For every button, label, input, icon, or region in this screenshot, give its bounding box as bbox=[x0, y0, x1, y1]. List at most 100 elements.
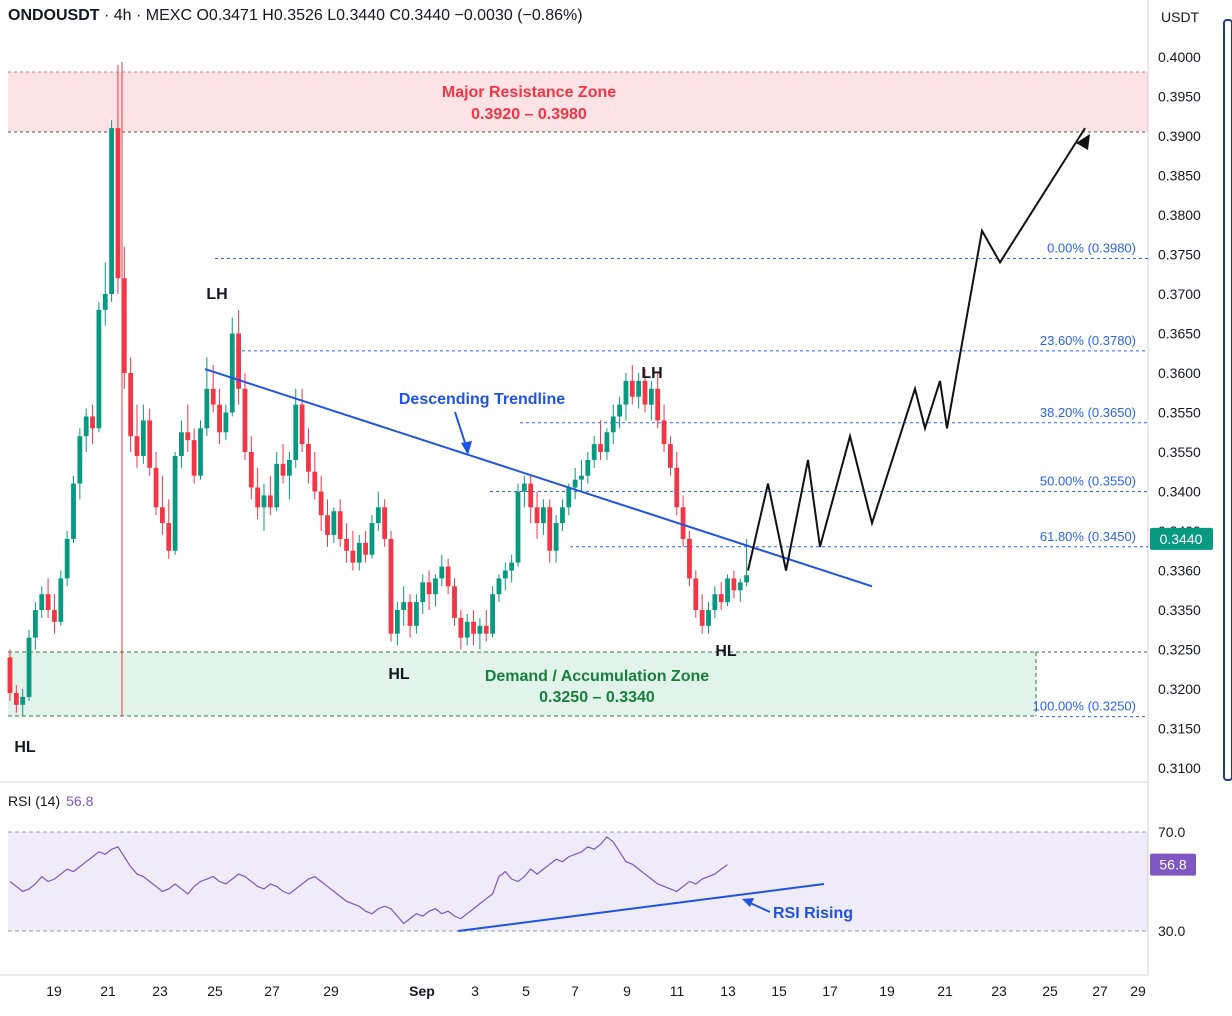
axis-unit[interactable]: USDT bbox=[1161, 9, 1200, 25]
candle-body bbox=[725, 578, 730, 603]
candle-body bbox=[77, 436, 83, 484]
candle-body bbox=[680, 507, 686, 539]
candle-body bbox=[642, 380, 648, 405]
candle-body bbox=[242, 388, 248, 452]
candle-body bbox=[401, 602, 407, 610]
price-tick-8: 0.3600 bbox=[1158, 365, 1201, 381]
chart-header: ONDOUSDT · 4h · MEXC O0.3471 H0.3526 L0.… bbox=[8, 7, 583, 25]
fib-label-1: 23.60% (0.3780) bbox=[1040, 333, 1136, 348]
candle-body bbox=[293, 404, 299, 460]
candle-body bbox=[306, 444, 311, 472]
time-tick-18: 25 bbox=[1042, 983, 1058, 999]
price-tick-11: 0.3400 bbox=[1158, 484, 1201, 500]
candle-body bbox=[718, 594, 724, 603]
candle-body bbox=[109, 128, 114, 294]
last-price-tag bbox=[1150, 527, 1213, 550]
candle-body bbox=[261, 495, 267, 508]
price-tick-16: 0.3200 bbox=[1158, 681, 1201, 697]
rsi-value-tag bbox=[1150, 853, 1196, 876]
candle-body bbox=[420, 582, 426, 603]
time-tick-14: 17 bbox=[822, 983, 838, 999]
rsi-tick-70: 70.0 bbox=[1158, 824, 1185, 840]
time-tick-6: Sep bbox=[409, 983, 435, 999]
demand-zone bbox=[8, 652, 1036, 716]
time-tick-4: 27 bbox=[264, 983, 280, 999]
price-tick-6: 0.3700 bbox=[1158, 286, 1201, 302]
candle-body bbox=[356, 542, 362, 563]
candle-body bbox=[331, 511, 337, 535]
candle-body bbox=[140, 420, 146, 456]
rsi-tick-30: 30.0 bbox=[1158, 923, 1185, 939]
rsi-title: RSI (14) 56.8 bbox=[8, 793, 94, 809]
price-tick-5: 0.3750 bbox=[1158, 247, 1201, 263]
candle-body bbox=[64, 538, 70, 579]
candle-body bbox=[179, 432, 184, 456]
time-tick-12: 13 bbox=[720, 983, 736, 999]
price-tick-0: 0.4000 bbox=[1158, 49, 1201, 65]
price-tick-10: 0.3550 bbox=[1158, 444, 1201, 460]
candle-body bbox=[445, 566, 451, 587]
candle-body bbox=[687, 538, 692, 579]
symbol-name[interactable]: ONDOUSDT bbox=[8, 7, 100, 24]
candle-body bbox=[509, 562, 515, 571]
projection-path bbox=[747, 127, 1086, 571]
price-tick-1: 0.3950 bbox=[1158, 89, 1201, 105]
candle-body bbox=[414, 602, 419, 626]
time-tick-3: 25 bbox=[207, 983, 223, 999]
candle-body bbox=[699, 610, 705, 626]
candle-body bbox=[204, 388, 210, 429]
price-tick-15: 0.3250 bbox=[1158, 642, 1201, 658]
candle-body bbox=[560, 507, 565, 524]
candle-body bbox=[521, 483, 527, 492]
rsi-arrow-shaft bbox=[747, 901, 771, 913]
candle-body bbox=[483, 625, 489, 634]
candle-body bbox=[344, 538, 349, 551]
price-tick-17: 0.3150 bbox=[1158, 721, 1201, 737]
scrollbar bbox=[1223, 19, 1232, 781]
candle-body bbox=[439, 566, 445, 579]
candle-body bbox=[172, 455, 178, 551]
price-change: −0.0030 (−0.86%) bbox=[454, 7, 583, 24]
time-tick-15: 19 bbox=[879, 983, 895, 999]
projection-arrow-head bbox=[1076, 134, 1090, 150]
candle-body bbox=[299, 404, 305, 445]
candle-body bbox=[496, 578, 502, 595]
rsi-arrow-head bbox=[742, 898, 754, 907]
fib-label-2: 38.20% (0.3650) bbox=[1040, 405, 1136, 420]
candle-body bbox=[541, 507, 546, 524]
candle-body bbox=[547, 507, 553, 551]
candle-body bbox=[515, 491, 521, 563]
candle-body bbox=[693, 578, 699, 610]
price-tick-7: 0.3650 bbox=[1158, 326, 1201, 342]
swing-label-lh: LH bbox=[206, 286, 227, 303]
candle-body bbox=[375, 507, 381, 524]
time-tick-10: 9 bbox=[623, 983, 631, 999]
time-tick-2: 23 bbox=[152, 983, 168, 999]
candle-body bbox=[166, 523, 172, 551]
last-price-value: 0.3440 bbox=[1160, 531, 1203, 547]
time-tick-17: 23 bbox=[991, 983, 1007, 999]
candle-body bbox=[629, 380, 635, 397]
candle-body bbox=[102, 294, 108, 310]
candle-body bbox=[572, 479, 578, 488]
candle-body bbox=[115, 128, 121, 279]
candle-body bbox=[426, 582, 432, 595]
candle-body bbox=[71, 483, 76, 539]
candle-body bbox=[312, 471, 318, 492]
candle-body bbox=[7, 657, 13, 693]
resistance-zone bbox=[8, 72, 1148, 132]
candles bbox=[7, 64, 749, 717]
time-tick-0: 19 bbox=[46, 983, 62, 999]
candle-body bbox=[58, 578, 64, 622]
candle-body bbox=[610, 416, 616, 433]
candle-body bbox=[210, 388, 216, 405]
candle-body bbox=[655, 388, 661, 421]
candle-body bbox=[325, 515, 330, 535]
candle-body bbox=[407, 602, 413, 626]
candle-body bbox=[585, 459, 591, 476]
candle-body bbox=[147, 420, 153, 468]
demand-zone-label: Demand / Accumulation Zone bbox=[485, 668, 709, 685]
time-tick-9: 7 bbox=[571, 983, 579, 999]
resistance-zone-range: 0.3920 – 0.3980 bbox=[471, 106, 587, 123]
